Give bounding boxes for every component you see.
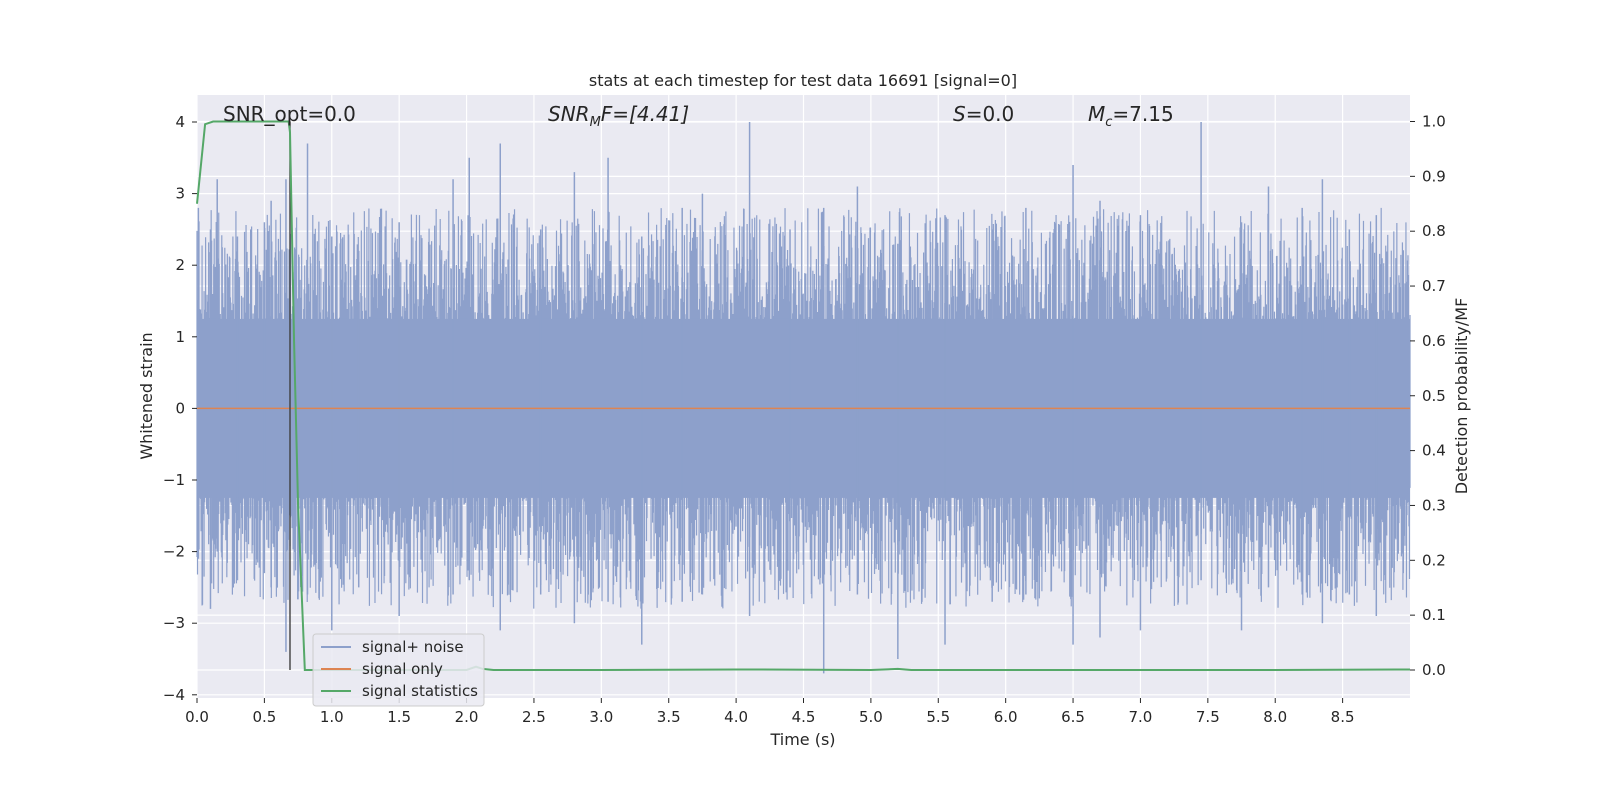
x-tick-label: 0.0 [185,708,209,726]
y-left-tick-label: −1 [163,471,185,489]
y-right-tick-label: 0.4 [1422,442,1446,460]
x-tick-label: 7.0 [1129,708,1153,726]
legend-label-signal-statistics: signal statistics [362,682,478,700]
x-tick-label: 4.5 [792,708,816,726]
annotation-snr-opt: SNR_opt=0.0 [223,102,356,126]
x-tick-label: 3.0 [589,708,613,726]
y-axis-left-ticks: 4 3 2 1 0 −1 −2 −3 −4 [163,113,197,704]
y-right-tick-label: 0.2 [1422,551,1446,569]
x-tick-label: 1.5 [387,708,411,726]
y-right-tick-label: 1.0 [1422,113,1446,131]
y-right-tick-label: 0.1 [1422,606,1446,624]
y-left-tick-label: −4 [163,686,185,704]
legend-label-signal-noise: signal+ noise [362,638,464,656]
y-right-tick-label: 0.0 [1422,661,1446,679]
y-left-tick-label: 3 [175,185,185,203]
y-axis-left-label: Whitened strain [137,332,156,459]
y-right-tick-label: 0.8 [1422,222,1446,240]
annotation-s: S=0.0 [953,102,1014,126]
x-axis-label: Time (s) [769,730,835,749]
y-left-tick-label: 2 [175,256,185,274]
annotation-mc-tail: =7.15 [1112,102,1173,126]
y-right-tick-label: 0.9 [1422,167,1446,185]
x-tick-label: 3.5 [657,708,681,726]
annotation-mc: Mc=7.15 [1088,102,1174,130]
x-tick-label: 5.0 [859,708,883,726]
legend-label-signal-only: signal only [362,660,443,678]
y-right-tick-label: 0.3 [1422,496,1446,514]
y-right-tick-label: 0.5 [1422,387,1446,405]
x-tick-label: 0.5 [252,708,276,726]
y-right-tick-label: 0.7 [1422,277,1446,295]
x-tick-label: 5.5 [926,708,950,726]
annotation-s-tail: =0.0 [966,102,1015,126]
y-left-tick-label: −3 [163,614,185,632]
y-left-tick-label: 1 [175,328,185,346]
x-tick-label: 1.0 [320,708,344,726]
annotation-snr-mf-sub: M [590,115,601,130]
x-tick-label: 4.0 [724,708,748,726]
legend-box [312,633,485,707]
legend: signal+ noise signal only signal statist… [312,633,485,707]
annotation-mc-main: M [1088,102,1105,126]
y-right-tick-label: 0.6 [1422,332,1446,350]
x-tick-label: 6.0 [994,708,1018,726]
x-tick-label: 8.5 [1331,708,1355,726]
y-left-tick-label: −2 [163,543,185,561]
x-tick-label: 6.5 [1061,708,1085,726]
x-tick-label: 7.5 [1196,708,1220,726]
annotation-s-main: S [953,102,966,126]
annotation-snr-mf-tail: F=[4.41] [601,102,689,126]
x-axis-ticks: 0.0 0.5 1.0 1.5 2.0 2.5 3.0 3.5 4.0 4.5 5.0 5.5 6.0 6… [185,698,1355,726]
annotation-snr-mf: SNRMF=[4.41] [548,102,689,130]
x-tick-label: 2.0 [455,708,479,726]
x-tick-label: 2.5 [522,708,546,726]
y-left-tick-label: 0 [175,399,185,417]
annotation-mc-sub: c [1105,115,1112,130]
y-axis-right-ticks: 1.0 0.9 0.8 0.7 0.6 0.5 0.4 0.3 0.2 0.1 0.0 [1410,113,1446,679]
y-axis-right-label: Detection probability/MF [1452,298,1471,495]
annotation-snr-mf-main: SNR [548,102,590,126]
x-tick-label: 8.0 [1263,708,1287,726]
chart-title: stats at each timestep for test data 166… [589,71,1017,90]
y-left-tick-label: 4 [175,113,185,131]
